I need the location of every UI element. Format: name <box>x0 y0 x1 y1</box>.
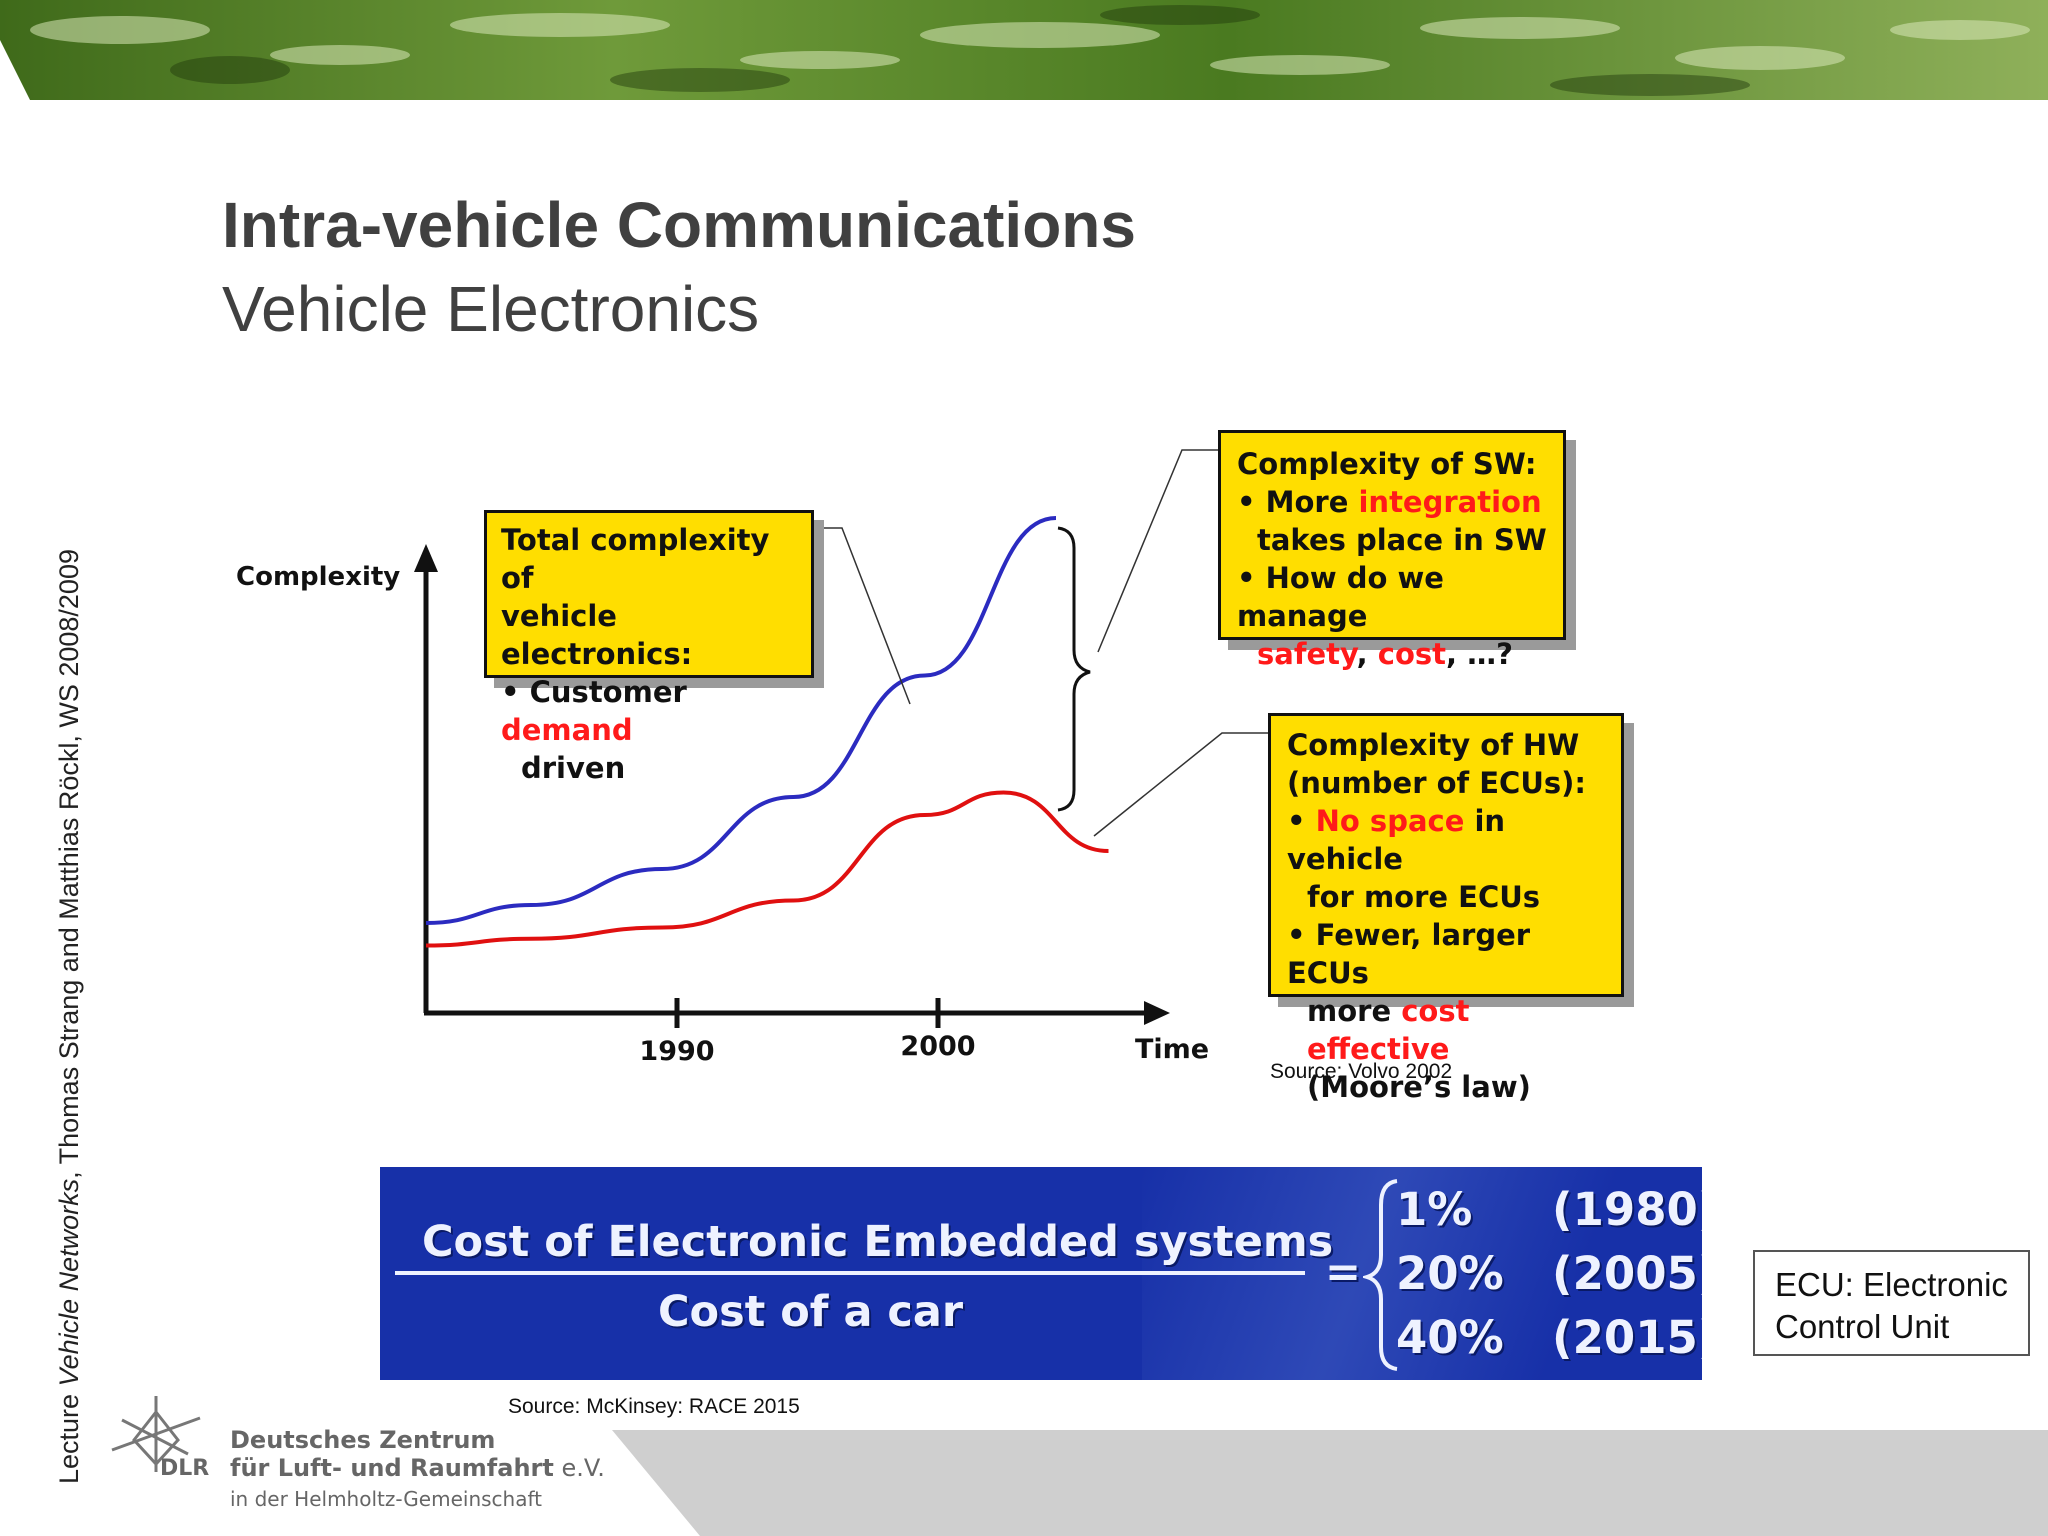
dlr-line3: in der Helmholtz-Gemeinschaft <box>230 1487 543 1511</box>
hw-callout-head2: (number of ECUs): <box>1287 766 1586 800</box>
sw-callout-b2-red2: cost <box>1377 637 1447 671</box>
year-2015: (2015) <box>1552 1311 1702 1364</box>
footer-band <box>612 1430 2048 1536</box>
credit-course: Vehicle Networks <box>54 1178 84 1387</box>
sw-gap-brace <box>1057 526 1091 812</box>
hw-complexity-callout: Complexity of HW (number of ECUs): • No … <box>1268 713 1624 1104</box>
dlr-line2-main: für Luft- und Raumfahrt <box>230 1454 554 1482</box>
y-axis-label: Complexity <box>236 562 400 592</box>
sw-callout-head: Complexity of SW: <box>1237 447 1537 481</box>
year-2005: (2005) <box>1552 1247 1702 1300</box>
total-complexity-callout: Total complexity of vehicle electronics:… <box>484 510 814 785</box>
sw-callout-b2-red1: safety <box>1257 637 1357 671</box>
x-tick-1990: 1990 <box>639 1036 714 1067</box>
sw-callout-b1-red: integration <box>1358 485 1542 519</box>
hw-callout-b2-cont2: (Moore’s law) <box>1307 1070 1531 1104</box>
hw-callout-b2-cont: more <box>1307 994 1402 1028</box>
total-complexity-series-line <box>425 516 1057 925</box>
y-axis-arrow <box>414 544 438 572</box>
total-callout-bullet: • Customer <box>501 675 687 709</box>
slide-title: Intra-vehicle Communications <box>222 189 1136 261</box>
cost-ratio-banner: Cost of Electronic Embedded systems Cost… <box>380 1167 1702 1380</box>
sw-callout-b2: • How do we manage <box>1237 561 1444 633</box>
sw-callout-b2-end: , …? <box>1446 637 1513 671</box>
equals-sign: = <box>1325 1247 1362 1297</box>
hw-callout-b2: • Fewer, larger ECUs <box>1287 918 1531 990</box>
sw-callout-b1: • More <box>1237 485 1359 519</box>
total-callout-bullet-cont: driven <box>521 751 626 785</box>
dlr-line2-suffix: e.V. <box>561 1454 605 1482</box>
header-banner-image <box>0 0 2048 100</box>
cost-denominator: Cost of a car <box>658 1287 964 1337</box>
hw-callout-b1-post: in vehicle <box>1287 804 1506 876</box>
ecu-note-line1: ECU: Electronic <box>1775 1266 2008 1303</box>
hw-callout-b1: • <box>1287 804 1316 838</box>
cost-brace <box>1363 1179 1398 1371</box>
pct-1980: 1% <box>1396 1183 1473 1236</box>
volvo-source: Source: Volvo 2002 <box>1270 1060 1453 1083</box>
hw-complexity-series-line <box>425 790 1109 948</box>
year-1980: (1980) <box>1552 1183 1702 1236</box>
ecu-definition-note: ECU: Electronic Control Unit <box>1753 1250 2030 1356</box>
ecu-note-line2: Control Unit <box>1775 1308 1950 1345</box>
slide-subtitle: Vehicle Electronics <box>222 273 760 345</box>
total-callout-line1: Total complexity of <box>501 523 770 595</box>
sw-callout-leader <box>1097 449 1220 653</box>
x-axis-arrow <box>1144 1001 1170 1025</box>
sw-callout-b1-cont: takes place in SW <box>1257 523 1547 557</box>
mckinsey-source: Source: McKinsey: RACE 2015 <box>508 1395 800 1418</box>
complexity-chart: Complexity 1990 2000 Time <box>236 449 1270 1067</box>
hw-callout-leader <box>1093 732 1270 837</box>
x-axis-label: Time <box>1135 1034 1209 1065</box>
hw-callout-head1: Complexity of HW <box>1287 728 1580 762</box>
x-tick-2000: 2000 <box>900 1031 975 1062</box>
dlr-abbr: DLR <box>160 1456 210 1481</box>
sw-callout-b2-sep: , <box>1356 637 1378 671</box>
fraction-line <box>395 1271 1305 1275</box>
total-callout-line2: vehicle electronics: <box>501 599 693 671</box>
hw-callout-b1-red: No space <box>1315 804 1465 838</box>
hw-callout-b2-cont-red: cost effective <box>1307 994 1470 1066</box>
sw-complexity-callout: Complexity of SW: • More integration tak… <box>1218 430 1566 671</box>
pct-2005: 20% <box>1396 1247 1504 1300</box>
dlr-line2: für Luft- und Raumfahrt e.V. <box>230 1454 605 1482</box>
hw-callout-b1-cont: for more ECUs <box>1307 880 1541 914</box>
cost-numerator: Cost of Electronic Embedded systems <box>422 1217 1334 1267</box>
dlr-logo-icon <box>111 1396 201 1472</box>
pct-2015: 40% <box>1396 1311 1504 1364</box>
total-callout-leader <box>812 527 911 705</box>
dlr-line1: Deutsches Zentrum <box>230 1426 496 1454</box>
total-callout-bullet-red: demand <box>501 713 633 747</box>
